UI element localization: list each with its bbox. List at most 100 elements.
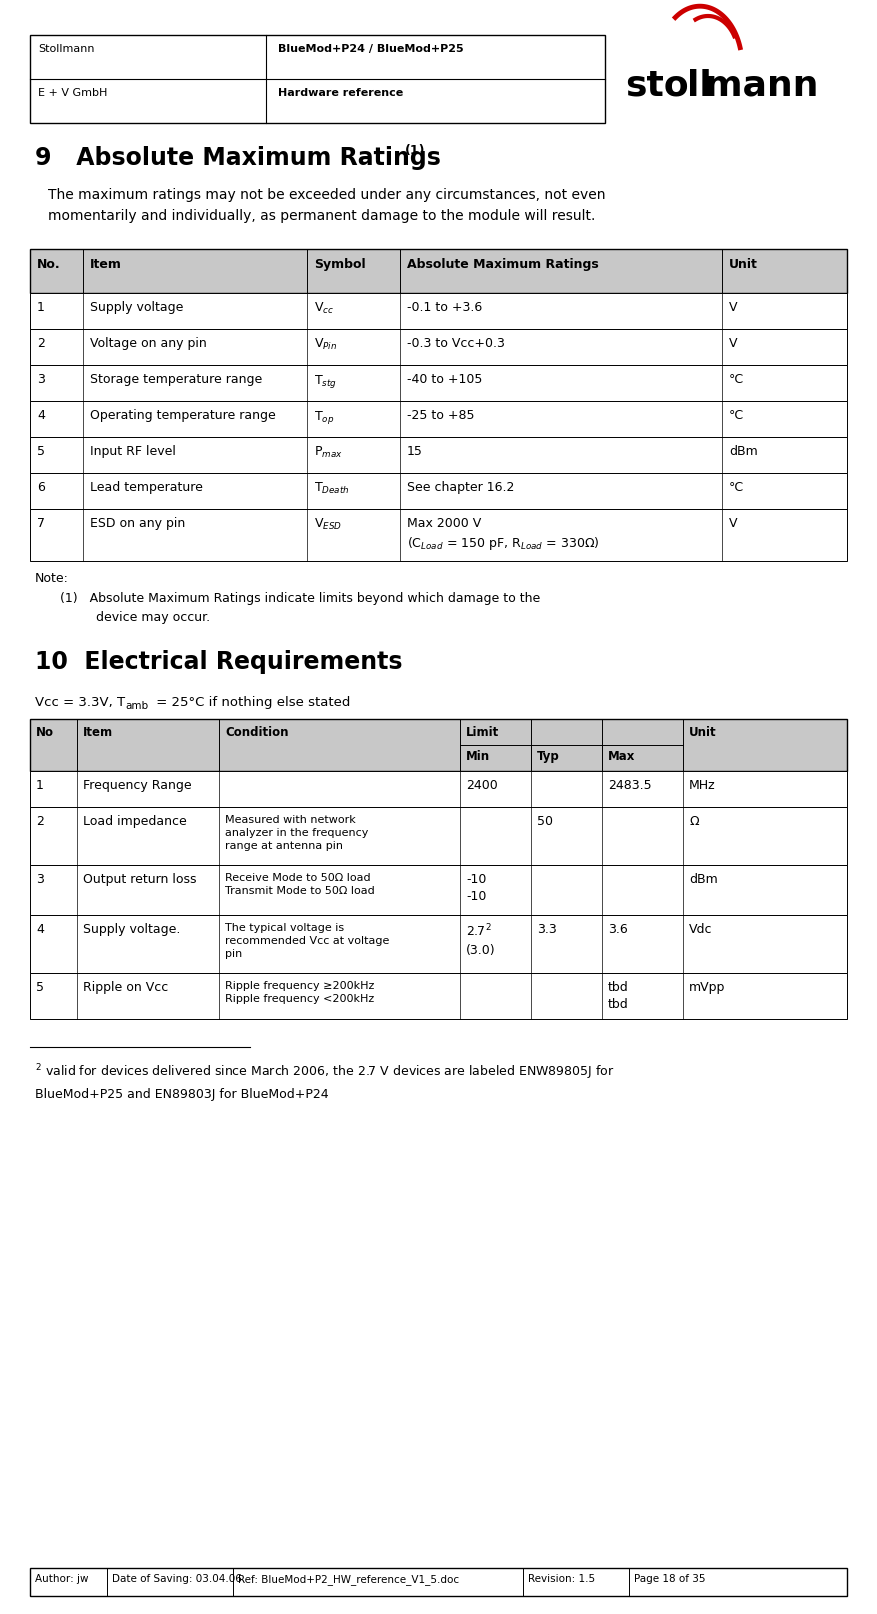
Text: Page 18 of 35: Page 18 of 35 (634, 1574, 705, 1583)
Text: Revision: 1.5: Revision: 1.5 (528, 1574, 595, 1583)
Text: Date of Saving: 03.04.06: Date of Saving: 03.04.06 (112, 1574, 242, 1583)
Text: (1)   Absolute Maximum Ratings indicate limits beyond which damage to the
      : (1) Absolute Maximum Ratings indicate li… (60, 592, 540, 623)
Text: The typical voltage is
recommended Vcc at voltage
pin: The typical voltage is recommended Vcc a… (225, 923, 389, 959)
Text: Voltage on any pin: Voltage on any pin (90, 337, 207, 350)
Bar (30, 473, 847, 510)
Bar (30, 915, 847, 973)
Text: V$_{ESD}$: V$_{ESD}$ (314, 516, 342, 531)
Text: Max 2000 V
(C$_{Load}$ = 150 pF, R$_{Load}$ = 330Ω): Max 2000 V (C$_{Load}$ = 150 pF, R$_{Loa… (407, 516, 600, 552)
Text: amb: amb (125, 700, 148, 710)
Text: 4: 4 (37, 408, 45, 421)
Bar (30, 771, 847, 807)
Text: 2.7$^{2}$
(3.0): 2.7$^{2}$ (3.0) (466, 923, 496, 955)
Text: Supply voltage.: Supply voltage. (83, 923, 181, 936)
Text: Storage temperature range: Storage temperature range (90, 373, 262, 386)
Text: 1: 1 (37, 300, 45, 313)
Text: 6: 6 (37, 481, 45, 494)
Bar (30, 510, 847, 562)
Bar (30, 973, 847, 1020)
Text: 5: 5 (37, 445, 45, 458)
Text: 3: 3 (36, 873, 44, 886)
Text: Typ: Typ (537, 749, 560, 762)
Text: P$_{max}$: P$_{max}$ (314, 445, 343, 460)
Text: 15: 15 (407, 445, 423, 458)
Text: Ω: Ω (689, 815, 699, 828)
Text: °C: °C (729, 481, 744, 494)
Text: V$_{Pin}$: V$_{Pin}$ (314, 337, 338, 352)
Text: 50: 50 (537, 815, 553, 828)
Bar (30, 1569, 847, 1596)
Text: Min: Min (466, 749, 490, 762)
Text: V$_{cc}$: V$_{cc}$ (314, 300, 334, 316)
Text: Condition: Condition (225, 726, 289, 739)
Text: MHz: MHz (689, 778, 716, 791)
Text: 3: 3 (37, 373, 45, 386)
Text: Max: Max (608, 749, 635, 762)
Text: 2483.5: 2483.5 (608, 778, 652, 791)
Text: Operating temperature range: Operating temperature range (90, 408, 275, 421)
Text: 5: 5 (36, 980, 44, 993)
Text: E + V GmbH: E + V GmbH (38, 87, 107, 98)
Bar (30, 807, 847, 865)
Text: -40 to +105: -40 to +105 (407, 373, 482, 386)
Text: Hardware reference: Hardware reference (278, 87, 403, 98)
Text: Frequency Range: Frequency Range (83, 778, 192, 791)
Text: Ref: BlueMod+P2_HW_reference_V1_5.doc: Ref: BlueMod+P2_HW_reference_V1_5.doc (238, 1574, 460, 1583)
Bar (30, 865, 847, 915)
Text: Symbol: Symbol (314, 258, 366, 271)
Text: Ripple on Vcc: Ripple on Vcc (83, 980, 168, 993)
Text: Input RF level: Input RF level (90, 445, 176, 458)
Text: V: V (729, 300, 738, 313)
Text: Author: jw: Author: jw (35, 1574, 89, 1583)
Text: V: V (729, 337, 738, 350)
Text: No.: No. (37, 258, 61, 271)
Text: The maximum ratings may not be exceeded under any circumstances, not even
moment: The maximum ratings may not be exceeded … (48, 187, 605, 223)
Text: mann: mann (705, 69, 818, 103)
Text: ESD on any pin: ESD on any pin (90, 516, 185, 529)
Text: dBm: dBm (729, 445, 758, 458)
Text: V: V (729, 516, 738, 529)
Text: 2400: 2400 (466, 778, 498, 791)
Bar (30, 329, 847, 366)
Text: Receive Mode to 50Ω load
Transmit Mode to 50Ω load: Receive Mode to 50Ω load Transmit Mode t… (225, 873, 374, 896)
Text: 3.6: 3.6 (608, 923, 628, 936)
Text: °C: °C (729, 373, 744, 386)
Text: -0.1 to +3.6: -0.1 to +3.6 (407, 300, 482, 313)
Text: Item: Item (83, 726, 113, 739)
Text: mVpp: mVpp (689, 980, 725, 993)
Text: 9   Absolute Maximum Ratings: 9 Absolute Maximum Ratings (35, 145, 449, 169)
Text: 7: 7 (37, 516, 45, 529)
Text: 4: 4 (36, 923, 44, 936)
Text: BlueMod+P24 / BlueMod+P25: BlueMod+P24 / BlueMod+P25 (278, 44, 464, 53)
Bar (30, 250, 847, 294)
Text: Absolute Maximum Ratings: Absolute Maximum Ratings (407, 258, 599, 271)
Bar (30, 720, 847, 771)
Text: Lead temperature: Lead temperature (90, 481, 203, 494)
Text: 2: 2 (37, 337, 45, 350)
Text: Note:: Note: (35, 571, 69, 584)
Text: ll: ll (687, 69, 712, 103)
Bar (30, 437, 847, 473)
Text: -0.3 to Vcc+0.3: -0.3 to Vcc+0.3 (407, 337, 505, 350)
Text: Output return loss: Output return loss (83, 873, 196, 886)
Text: T$_{op}$: T$_{op}$ (314, 408, 334, 426)
Text: No: No (36, 726, 54, 739)
Text: Supply voltage: Supply voltage (90, 300, 183, 313)
Text: Ripple frequency ≥200kHz
Ripple frequency <200kHz: Ripple frequency ≥200kHz Ripple frequenc… (225, 980, 374, 1004)
Text: tbd
tbd: tbd tbd (608, 980, 629, 1010)
Text: = 25°C if nothing else stated: = 25°C if nothing else stated (152, 696, 351, 709)
Bar (30, 402, 847, 437)
Text: 3.3: 3.3 (537, 923, 557, 936)
Text: T$_{Death}$: T$_{Death}$ (314, 481, 350, 495)
Text: Vcc = 3.3V, T: Vcc = 3.3V, T (35, 696, 125, 709)
Text: (1): (1) (405, 144, 425, 157)
Bar (30, 294, 847, 329)
Text: Unit: Unit (729, 258, 758, 271)
Text: 2: 2 (36, 815, 44, 828)
Text: -10
-10: -10 -10 (466, 873, 487, 902)
Text: -25 to +85: -25 to +85 (407, 408, 474, 421)
Text: Unit: Unit (689, 726, 717, 739)
Text: T$_{stg}$: T$_{stg}$ (314, 373, 337, 389)
Text: 1: 1 (36, 778, 44, 791)
Text: °C: °C (729, 408, 744, 421)
